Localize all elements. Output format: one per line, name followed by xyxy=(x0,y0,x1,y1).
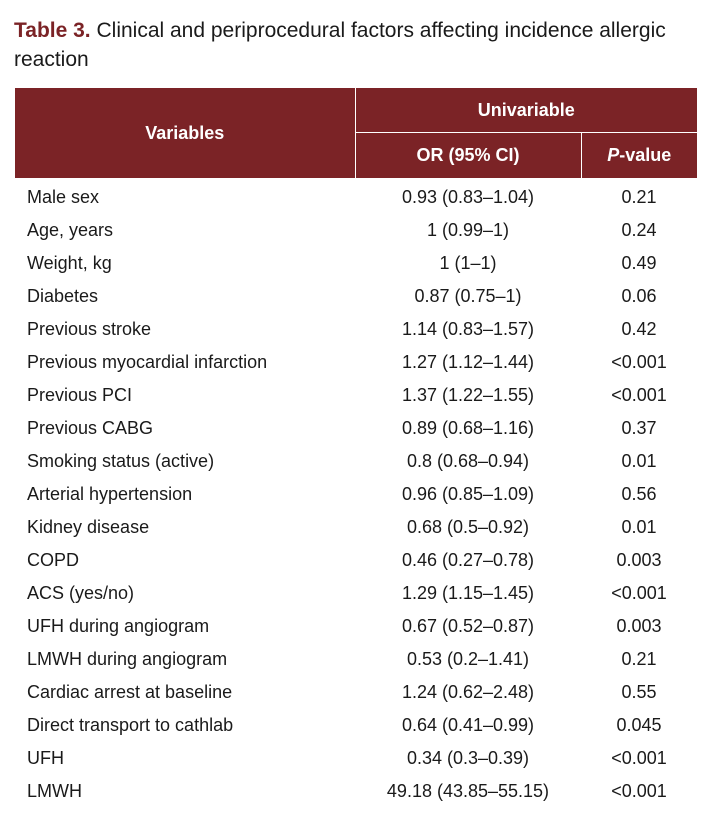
table-caption: Table 3. Clinical and periprocedural fac… xyxy=(14,16,684,74)
cell-or: 0.67 (0.52–0.87) xyxy=(401,616,535,636)
table-row: Age, years 1 (0.99–1) 0.24 xyxy=(15,214,697,247)
cell-p-value: 0.06 xyxy=(621,286,657,306)
cell-variable: Age, years xyxy=(27,220,114,240)
table-row: Diabetes 0.87 (0.75–1) 0.06 xyxy=(15,280,697,313)
cell-p-value: 0.56 xyxy=(621,484,657,504)
cell-variable: Cardiac arrest at baseline xyxy=(27,682,233,702)
cell-p-value: 0.21 xyxy=(621,649,657,669)
cell-variable: Kidney disease xyxy=(27,517,150,537)
cell-or: 0.46 (0.27–0.78) xyxy=(401,550,535,570)
cell-p-value: 0.003 xyxy=(616,550,662,570)
cell-p-value: <0.001 xyxy=(611,352,667,372)
cell-variable: Male sex xyxy=(27,187,100,207)
cell-or: 1.24 (0.62–2.48) xyxy=(401,682,535,702)
cell-or: 49.18 (43.85–55.15) xyxy=(386,781,550,801)
results-table: Variables Univariable OR (95% CI) P-valu… xyxy=(15,88,698,808)
cell-p-value: 0.37 xyxy=(621,418,657,438)
cell-p-value: <0.001 xyxy=(611,781,667,801)
header-p-value: P-value xyxy=(581,132,698,178)
cell-variable: Previous PCI xyxy=(27,385,133,405)
cell-p-value: <0.001 xyxy=(611,385,667,405)
table-row: Previous myocardial infarction 1.27 (1.12… xyxy=(15,346,697,379)
cell-variable: LMWH xyxy=(27,781,82,801)
table-row: ACS (yes/no) 1.29 (1.15–1.45) <0.001 xyxy=(15,577,697,610)
cell-p-value: 0.045 xyxy=(616,715,662,735)
table-row: Arterial hypertension 0.96 (0.85–1.09) 0.5… xyxy=(15,478,697,511)
cell-or: 1.14 (0.83–1.57) xyxy=(401,319,535,339)
table-row: Previous PCI 1.37 (1.22–1.55) <0.001 xyxy=(15,379,697,412)
cell-or: 0.93 (0.83–1.04) xyxy=(401,187,535,207)
cell-or: 0.96 (0.85–1.09) xyxy=(401,484,535,504)
table-row: Cardiac arrest at baseline 1.24 (0.62–2.4… xyxy=(15,676,697,709)
table-row: COPD 0.46 (0.27–0.78) 0.003 xyxy=(15,544,697,577)
table-row: UFH during angiogram 0.67 (0.52–0.87) 0.00… xyxy=(15,610,697,643)
table-label: Table 3. xyxy=(14,19,91,42)
table-row: Weight, kg 1 (1–1) 0.49 xyxy=(15,247,697,280)
cell-p-value: 0.42 xyxy=(621,319,657,339)
cell-or: 0.64 (0.41–0.99) xyxy=(401,715,535,735)
table-row: LMWH 49.18 (43.85–55.15) <0.001 xyxy=(15,775,697,808)
table-row: Previous CABG 0.89 (0.68–1.16) 0.37 xyxy=(15,412,697,445)
cell-variable: UFH xyxy=(27,748,64,768)
cell-or: 1 (1–1) xyxy=(439,253,497,273)
cell-or: 0.34 (0.3–0.39) xyxy=(406,748,530,768)
cell-variable: UFH during angiogram xyxy=(27,616,210,636)
cell-variable: Arterial hypertension xyxy=(27,484,193,504)
header-univariable: Univariable xyxy=(355,88,698,133)
cell-or: 1.29 (1.15–1.45) xyxy=(401,583,535,603)
cell-p-value: 0.49 xyxy=(621,253,657,273)
cell-or: 1.37 (1.22–1.55) xyxy=(401,385,535,405)
cell-variable: ACS (yes/no) xyxy=(27,583,135,603)
cell-variable: Previous CABG xyxy=(27,418,154,438)
header-p-italic: P xyxy=(607,145,620,165)
header-p-rest: -value xyxy=(619,145,672,165)
table-caption-text: Clinical and periprocedural factors affe… xyxy=(14,19,666,71)
cell-p-value: <0.001 xyxy=(611,748,667,768)
cell-variable: Previous stroke xyxy=(27,319,152,339)
cell-p-value: 0.01 xyxy=(621,451,657,471)
cell-p-value: 0.21 xyxy=(621,187,657,207)
header-or: OR (95% CI) xyxy=(355,132,582,178)
cell-or: 0.87 (0.75–1) xyxy=(414,286,522,306)
cell-or: 1.27 (1.12–1.44) xyxy=(401,352,535,372)
cell-p-value: 0.55 xyxy=(621,682,657,702)
cell-or: 0.53 (0.2–1.41) xyxy=(406,649,530,669)
cell-or: 0.8 (0.68–0.94) xyxy=(406,451,530,471)
cell-p-value: 0.003 xyxy=(616,616,662,636)
table-row: LMWH during angiogram 0.53 (0.2–1.41) 0.21 xyxy=(15,643,697,676)
cell-p-value: 0.24 xyxy=(621,220,657,240)
cell-variable: COPD xyxy=(27,550,80,570)
cell-variable: Previous myocardial infarction xyxy=(27,352,268,372)
cell-or: 0.68 (0.5–0.92) xyxy=(406,517,530,537)
table-row: Previous stroke 1.14 (0.83–1.57) 0.42 xyxy=(15,313,697,346)
cell-or: 1 (0.99–1) xyxy=(426,220,510,240)
table-row: Male sex 0.93 (0.83–1.04) 0.21 xyxy=(15,178,697,214)
cell-variable: Weight, kg xyxy=(27,253,112,273)
table-body: Male sex 0.93 (0.83–1.04) 0.21 Age, years 1 … xyxy=(15,178,697,808)
cell-variable: Direct transport to cathlab xyxy=(27,715,234,735)
table-row: UFH 0.34 (0.3–0.39) <0.001 xyxy=(15,742,697,775)
table-header: Variables Univariable OR (95% CI) P-valu… xyxy=(15,88,698,178)
cell-p-value: <0.001 xyxy=(611,583,667,603)
cell-variable: LMWH during angiogram xyxy=(27,649,228,669)
table-row: Smoking status (active) 0.8 (0.68–0.94) 0.… xyxy=(15,445,697,478)
cell-or: 0.89 (0.68–1.16) xyxy=(401,418,535,438)
cell-variable: Smoking status (active) xyxy=(27,451,215,471)
cell-variable: Diabetes xyxy=(27,286,99,306)
cell-p-value: 0.01 xyxy=(621,517,657,537)
table-row: Direct transport to cathlab 0.64 (0.41–0.… xyxy=(15,709,697,742)
header-variables: Variables xyxy=(15,88,356,178)
table-row: Kidney disease 0.68 (0.5–0.92) 0.01 xyxy=(15,511,697,544)
